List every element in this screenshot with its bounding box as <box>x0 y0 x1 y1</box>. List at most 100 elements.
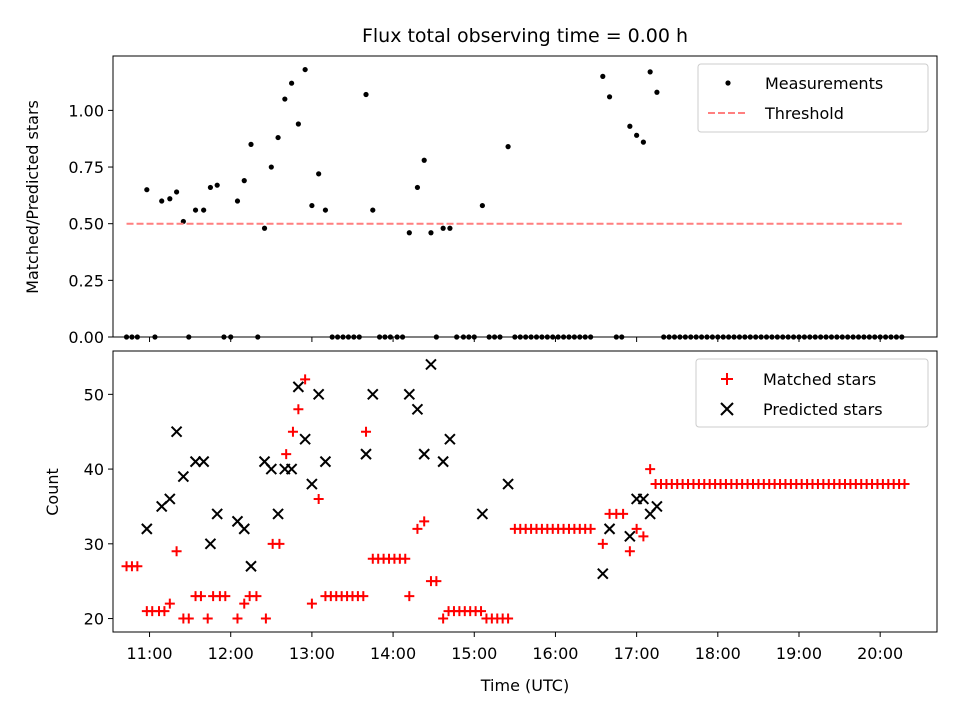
matched-star-point <box>306 598 317 609</box>
matched-star-point <box>251 591 262 602</box>
predicted-star-point <box>292 381 305 393</box>
legend-measurements-label: Measurements <box>765 74 883 93</box>
measurement-point <box>428 230 434 236</box>
measurement-point <box>370 207 376 213</box>
predicted-star-point <box>204 538 217 550</box>
predicted-star-point <box>177 470 190 483</box>
matched-star-point <box>503 613 514 624</box>
predicted-star-point <box>597 567 609 580</box>
predicted-star-point <box>299 433 311 445</box>
predicted-star-point <box>141 523 153 535</box>
measurement-point <box>234 198 241 204</box>
legend-matched-marker <box>721 373 733 385</box>
matched-star-point <box>300 374 311 385</box>
measurement-point <box>302 66 308 73</box>
predicted-star-point <box>425 358 437 371</box>
measurement-point <box>406 230 412 236</box>
matched-star-point <box>202 613 213 624</box>
x-tick-label: 13:00 <box>289 644 335 663</box>
measurement-point <box>479 202 485 209</box>
measurement-point <box>606 94 613 100</box>
top-panel: 0.00 0.25 0.50 0.75 1.00 Matched/Predicted s… <box>23 55 938 347</box>
matched-star-point <box>293 404 304 415</box>
predicted-star-point <box>411 403 424 416</box>
matched-star-point <box>638 531 649 542</box>
y-tick-label: 0.25 <box>68 271 104 290</box>
top-y-axis-label: Matched/Predicted stars <box>23 100 42 294</box>
measurement-point <box>440 225 446 231</box>
predicted-star-point <box>265 463 278 475</box>
measurement-point <box>275 134 281 141</box>
legend-matched-label: Matched stars <box>763 370 876 389</box>
x-axis-label: Time (UTC) <box>480 676 569 695</box>
measurement-point <box>322 207 329 213</box>
x-tick-label: 11:00 <box>126 644 172 663</box>
predicted-star-point <box>651 500 663 513</box>
matched-star-point <box>281 449 292 460</box>
predicted-star-point <box>197 455 210 468</box>
measurement-point <box>144 187 150 193</box>
y-tick-label: 0.00 <box>68 328 104 347</box>
measurement-point <box>282 96 288 102</box>
matched-star-point <box>287 426 298 437</box>
measurement-point <box>268 164 274 170</box>
matched-star-point <box>171 546 182 557</box>
predicted-star-point <box>170 426 183 438</box>
measurement-point <box>309 202 315 209</box>
matched-star-point <box>624 546 635 557</box>
measurement-point <box>627 123 633 129</box>
measurement-point <box>201 207 207 213</box>
matched-star-point <box>358 591 369 602</box>
matched-star-point <box>476 606 487 617</box>
matched-star-point <box>195 591 206 602</box>
matched-star-point <box>183 613 194 624</box>
predicted-star-point <box>285 463 298 475</box>
predicted-star-point <box>603 523 616 535</box>
y-tick-label: 50 <box>84 385 104 404</box>
matched-star-point <box>159 606 170 617</box>
x-tick-label: 15:00 <box>451 644 497 663</box>
legend-threshold-label: Threshold <box>764 104 844 123</box>
measurement-point <box>192 207 199 213</box>
predicted-star-point <box>476 508 489 520</box>
measurement-point <box>421 157 427 163</box>
predicted-star-point <box>211 508 223 520</box>
x-tick-label: 16:00 <box>532 644 578 663</box>
predicted-star-point <box>272 508 284 520</box>
top-x-axis <box>149 337 881 342</box>
y-tick-label: 20 <box>84 610 104 629</box>
x-tick-label: 14:00 <box>370 644 416 663</box>
x-tick-label: 17:00 <box>614 644 660 663</box>
y-tick-label: 1.00 <box>68 101 104 120</box>
measurement-point <box>600 73 606 79</box>
measurement-point <box>295 121 301 127</box>
measurement-point <box>159 198 165 204</box>
measurement-point <box>261 225 268 231</box>
measurement-point <box>241 178 247 184</box>
y-tick-label: 0.75 <box>68 158 104 177</box>
predicted-star-point <box>245 560 257 572</box>
predicted-star-point <box>306 478 318 490</box>
predicted-star-point <box>319 455 332 468</box>
measurement-point <box>214 182 220 188</box>
bottom-legend: Matched stars Predicted stars <box>695 358 929 428</box>
matched-star-point <box>419 516 430 527</box>
measurement-point <box>167 196 173 202</box>
matched-star-point <box>631 523 642 534</box>
predicted-star-point <box>637 493 650 505</box>
measurement-point <box>414 184 421 191</box>
matched-star-point <box>899 479 910 490</box>
measurement-point <box>647 69 653 75</box>
bottom-y-axis-label: Count <box>43 468 62 516</box>
bottom-x-axis: 11:00 12:00 13:00 14:00 15:00 16:00 17:00 18:00… <box>126 632 903 663</box>
matched-star-point <box>618 508 629 519</box>
y-tick-label: 30 <box>84 535 104 554</box>
measurement-point <box>207 184 214 191</box>
measurement-point <box>640 139 646 145</box>
predicted-star-point <box>418 448 430 460</box>
y-tick-label: 40 <box>84 460 104 479</box>
x-tick-label: 18:00 <box>695 644 741 663</box>
matched-star-point <box>274 538 285 549</box>
